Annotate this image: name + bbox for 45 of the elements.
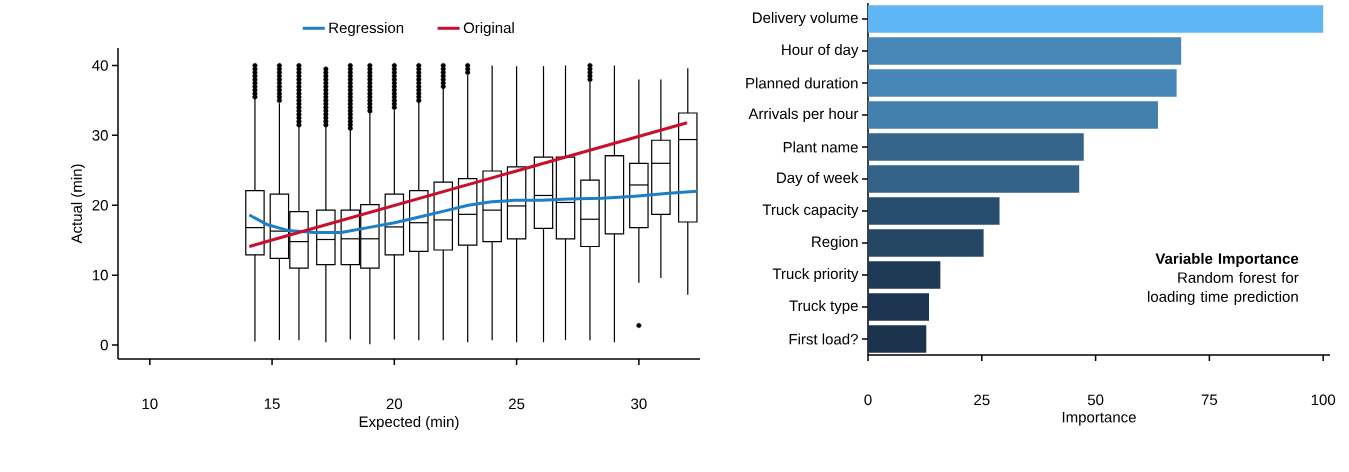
bar <box>868 165 1080 193</box>
y-tick-label: Truck capacity <box>762 204 859 218</box>
x-tick-label: 75 <box>1201 394 1218 405</box>
bar <box>868 37 1182 65</box>
legend-label: Regression <box>329 22 404 37</box>
y-tick-label: Region <box>812 236 858 250</box>
y-tick-label: Planned duration <box>746 77 858 89</box>
bar <box>868 197 1000 225</box>
x-axis-title: Expected (min) <box>359 416 459 430</box>
bar <box>868 5 1324 33</box>
y-tick-label: Day of week <box>777 172 859 186</box>
x-tick-label: 15 <box>264 398 280 409</box>
text: Random forest for loading time prediction <box>1148 271 1299 305</box>
x-tick-label: 10 <box>142 398 158 410</box>
line-series <box>247 189 699 234</box>
y-tick-label: 20 <box>92 199 108 211</box>
y-tick-label: 0 <box>100 339 108 351</box>
bar <box>868 133 1084 161</box>
x-tick-label: 25 <box>974 394 990 406</box>
x-axis-title: Importance <box>1062 412 1136 426</box>
bar <box>868 261 941 289</box>
y-tick-label: 10 <box>92 269 108 281</box>
y-tick-label: Arrivals per hour <box>748 108 859 122</box>
x-tick-label: 30 <box>631 398 647 410</box>
y-tick-label: Truck type <box>789 300 858 314</box>
y-tick-label: Truck priority <box>772 268 859 282</box>
y-tick-label: First load? <box>789 333 858 345</box>
bar <box>868 101 1158 129</box>
y-tick-label: Plant name <box>783 141 858 153</box>
text: Variable Importance <box>1155 252 1299 267</box>
x-tick-label: 25 <box>509 398 525 410</box>
y-axis-title: Actual (min) <box>70 164 85 244</box>
x-tick-label: 100 <box>1311 394 1336 406</box>
y-tick-label: Hour of day <box>782 44 859 58</box>
x-tick-label: 0 <box>864 394 872 406</box>
bar <box>868 229 984 257</box>
legend-label: Original <box>463 22 514 37</box>
x-tick-label: 50 <box>1087 394 1104 406</box>
bar <box>868 325 927 353</box>
y-tick-label: 40 <box>92 60 108 71</box>
bar <box>868 69 1177 97</box>
y-tick-label: 30 <box>92 130 108 141</box>
bar <box>868 293 929 321</box>
y-tick-label: Delivery volume <box>753 12 858 26</box>
x-tick-label: 20 <box>386 398 403 410</box>
